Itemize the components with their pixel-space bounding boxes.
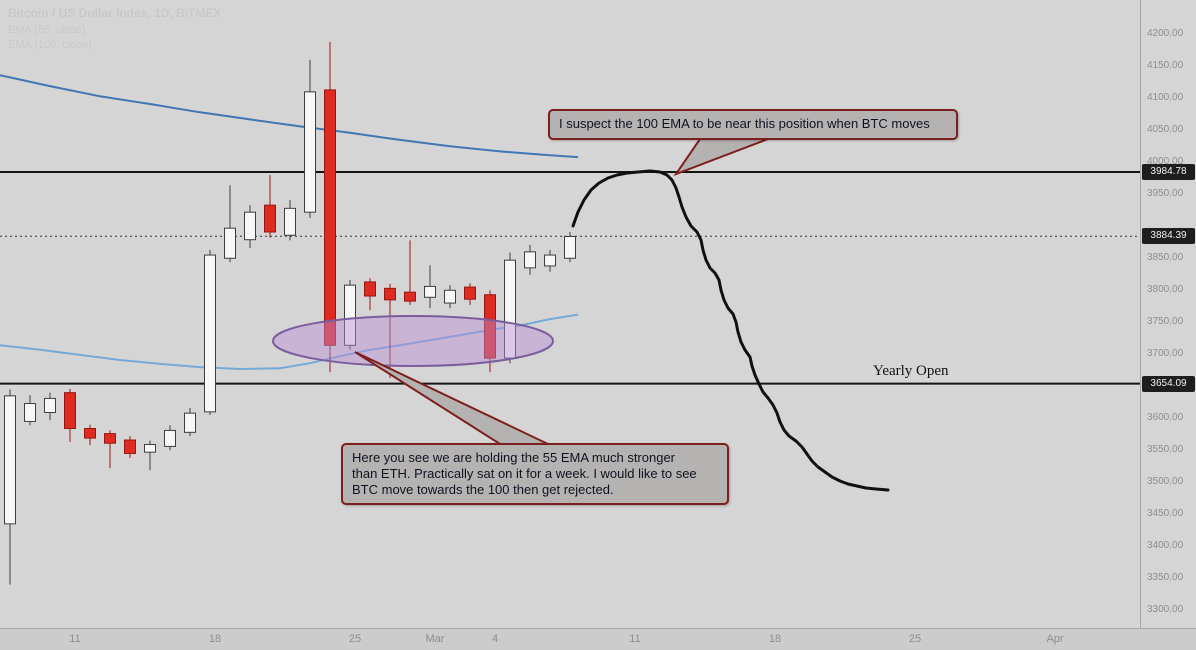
price-axis-label: 3400.00: [1147, 540, 1184, 552]
candle-body: [524, 251, 536, 269]
price-axis-label: 4150.00: [1147, 60, 1184, 72]
price-axis-label: 3500.00: [1147, 476, 1184, 488]
candle-body: [264, 204, 276, 233]
candle-body: [424, 285, 436, 298]
candle-body: [224, 227, 236, 259]
price-axis-label: 3750.00: [1147, 316, 1184, 328]
candle-body: [324, 89, 336, 346]
price-level-badge: 3654.09: [1142, 375, 1195, 392]
candle-body: [444, 289, 456, 304]
candle-body: [284, 207, 296, 236]
candle-body: [304, 91, 316, 213]
time-axis-label: 4: [491, 633, 499, 645]
callout-55ema-note[interactable]: Here you see we are holding the 55 EMA m…: [341, 443, 729, 505]
candle-body: [544, 254, 556, 267]
time-axis-label: 11: [629, 633, 641, 645]
candle-body: [164, 429, 176, 447]
price-axis-label: 3450.00: [1147, 508, 1184, 520]
callout-text-line: than ETH. Practically sat on it for a we…: [352, 466, 697, 481]
candle-body: [384, 287, 396, 301]
price-axis-label: 3300.00: [1147, 604, 1184, 616]
candle-body: [184, 412, 196, 433]
callout-text: I suspect the 100 EMA to be near this po…: [559, 116, 930, 131]
candle-body: [124, 439, 136, 454]
time-axis-label: 18: [768, 633, 782, 645]
candle-body: [244, 211, 256, 241]
time-axis-label: 25: [348, 633, 362, 645]
projection-path[interactable]: [571, 169, 890, 492]
price-level-badge: 3984.78: [1142, 164, 1195, 180]
price-axis-label: 4200.00: [1147, 28, 1184, 40]
candle-body: [564, 235, 576, 259]
callout-text-line: BTC move towards the 100 then get reject…: [352, 482, 614, 497]
candle-body: [484, 294, 496, 359]
time-axis-label: 11: [69, 633, 81, 645]
time-axis[interactable]: 11 18 25 Mar 4 11 18 25 Apr: [0, 628, 1196, 650]
price-axis-label: 4000.00: [1147, 156, 1184, 168]
callout-text-block: Here you see we are holding the 55 EMA m…: [352, 450, 718, 498]
candle-body: [64, 392, 76, 429]
ema-100-line: [0, 74, 579, 159]
price-axis-label: 4100.00: [1147, 92, 1184, 104]
callout-text-line: Here you see we are holding the 55 EMA m…: [352, 450, 676, 465]
time-axis-label: Apr: [1046, 633, 1064, 645]
price-axis[interactable]: 4200.00 4150.00 4100.00 4050.00 4000.00 3950.…: [1140, 0, 1196, 628]
price-axis-label: 3950.00: [1147, 188, 1184, 200]
time-axis-label: 18: [208, 633, 222, 645]
highlight-ellipse[interactable]: [272, 315, 554, 367]
time-axis-label: 25: [908, 633, 922, 645]
price-axis-label: 3700.00: [1147, 348, 1184, 360]
candle-body: [404, 291, 416, 302]
price-axis-label: 3850.00: [1147, 252, 1184, 264]
candle-body: [364, 281, 376, 297]
candle-body: [344, 284, 356, 346]
chart-canvas[interactable]: [0, 0, 1140, 628]
callout-tail: [673, 138, 769, 177]
price-axis-label: 3350.00: [1147, 572, 1184, 584]
time-axis-label: Mar: [425, 633, 445, 645]
candle-body: [204, 254, 216, 413]
price-axis-label: 3600.00: [1147, 412, 1184, 424]
candle-body: [84, 427, 96, 439]
price-axis-label: 4050.00: [1147, 124, 1184, 136]
candle-body: [144, 443, 156, 453]
candle-body: [24, 403, 36, 422]
callout-100ema-note[interactable]: I suspect the 100 EMA to be near this po…: [548, 109, 958, 140]
candle-body: [44, 397, 56, 413]
candle-body: [464, 286, 476, 300]
candle-body: [4, 395, 16, 525]
yearly-open-label[interactable]: Yearly Open: [873, 362, 949, 379]
price-level-badge: 3884.39: [1142, 228, 1195, 245]
candle-body: [104, 433, 116, 444]
price-axis-label: 3550.00: [1147, 444, 1184, 456]
price-axis-label: 3800.00: [1147, 284, 1184, 296]
